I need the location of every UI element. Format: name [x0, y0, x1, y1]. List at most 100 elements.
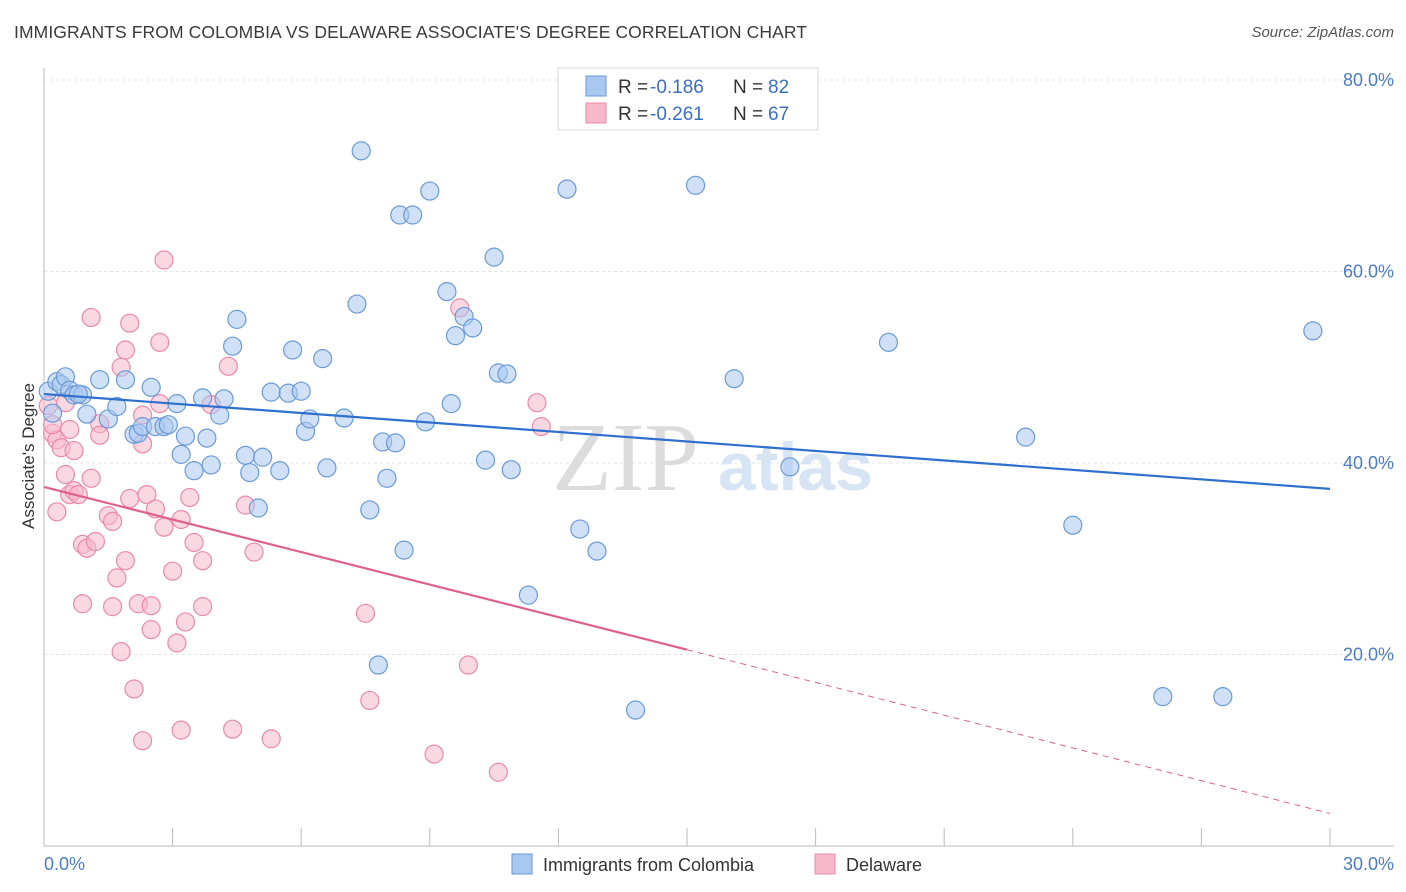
x-axis-ticks [43, 828, 1331, 846]
trend-line-colombia [43, 392, 1331, 490]
bottom-legend-swatch-colombia [511, 853, 533, 875]
colombia-point [1016, 427, 1036, 447]
colombia-point [235, 445, 256, 465]
delaware-point [132, 731, 153, 751]
colombia-point [261, 382, 281, 402]
delaware-point [102, 511, 123, 532]
delaware-point [261, 729, 281, 749]
colombia-point [360, 500, 380, 520]
chart-title: IMMIGRANTS FROM COLOMBIA VS DELAWARE ASS… [14, 22, 808, 42]
colombia-point [253, 447, 273, 467]
delaware-series [38, 250, 551, 782]
y-tick-label: 20.0% [1343, 645, 1394, 665]
colombia-point [518, 585, 538, 605]
y-tick-label: 80.0% [1343, 70, 1394, 90]
delaware-point [167, 633, 187, 653]
delaware-point [218, 356, 238, 376]
delaware-point [171, 720, 191, 740]
delaware-point [120, 488, 140, 509]
colombia-point [313, 349, 333, 369]
colombia-point [497, 364, 517, 384]
delaware-point [163, 561, 183, 581]
delaware-point [120, 313, 140, 333]
colombia-point [780, 457, 800, 477]
colombia-point [317, 458, 337, 478]
delaware-point [360, 690, 380, 711]
colombia-point [240, 462, 260, 483]
delaware-point [527, 393, 547, 413]
colombia-point [463, 318, 483, 338]
legend-n-label-delaware: N = [733, 104, 763, 125]
delaware-point [193, 597, 213, 617]
delaware-point [180, 487, 200, 508]
delaware-point [111, 642, 131, 662]
colombia-point [201, 455, 221, 475]
colombia-point [377, 468, 397, 488]
colombia-point [587, 541, 607, 561]
delaware-point [141, 596, 161, 616]
colombia-series [38, 141, 1323, 720]
colombia-point [385, 433, 406, 453]
colombia-point [724, 369, 744, 389]
delaware-point [223, 719, 243, 739]
colombia-point [484, 247, 504, 267]
colombia-point [351, 141, 371, 161]
delaware-point [72, 594, 93, 614]
delaware-point [150, 332, 170, 352]
delaware-point [47, 502, 67, 522]
trend-line-delaware-extrapolated [686, 649, 1331, 814]
delaware-point [244, 542, 264, 562]
colombia-point [625, 700, 646, 720]
x-tick-label-max: 30.0% [1343, 854, 1394, 874]
colombia-point [184, 461, 204, 481]
legend-n-value-delaware: 67 [768, 104, 789, 125]
delaware-point [424, 744, 444, 764]
colombia-point [291, 381, 311, 401]
legend-r-value-delaware: -0.261 [650, 104, 704, 125]
legend-swatch-delaware [585, 102, 607, 124]
legend-swatch-colombia [585, 75, 607, 97]
delaware-point [193, 551, 213, 571]
colombia-point [214, 389, 234, 409]
series-legend: Immigrants from Colombia Delaware [511, 853, 922, 875]
colombia-point [420, 181, 440, 201]
colombia-point [347, 294, 367, 314]
source-label: Source: ZipAtlas.com [1251, 24, 1394, 41]
delaware-point [81, 307, 101, 328]
delaware-point [154, 250, 174, 270]
delaware-point [124, 679, 144, 699]
delaware-point [55, 464, 76, 485]
legend-n-value-colombia: 82 [768, 77, 789, 98]
stats-legend: R = -0.186 N = 82 R = -0.261 N = 67 [557, 67, 819, 131]
delaware-point [107, 568, 127, 588]
y-axis-label: Associate's Degree [19, 383, 38, 529]
gridlines [44, 79, 1394, 655]
delaware-point [60, 419, 80, 440]
colombia-point [1213, 687, 1233, 707]
legend-r-value-colombia: -0.186 [650, 77, 704, 98]
colombia-point [197, 428, 217, 448]
delaware-point [64, 440, 84, 461]
delaware-point [458, 655, 478, 675]
bottom-legend-label-colombia: Immigrants from Colombia [543, 855, 755, 875]
delaware-point [115, 340, 136, 360]
trend-line-delaware [43, 485, 688, 651]
colombia-point [394, 540, 414, 560]
colombia-point [90, 370, 110, 390]
colombia-point [115, 370, 136, 390]
colombia-point [1153, 687, 1173, 707]
y-tick-label: 40.0% [1343, 453, 1394, 473]
colombia-point [227, 309, 247, 329]
colombia-point [334, 408, 354, 428]
colombia-point [283, 340, 303, 360]
colombia-point [437, 282, 457, 302]
colombia-point [403, 205, 423, 225]
bottom-legend-swatch-delaware [814, 853, 836, 875]
y-tick-labels: 20.0% 40.0% 60.0% 80.0% [1343, 70, 1394, 665]
colombia-point [270, 461, 290, 481]
colombia-point [570, 519, 590, 539]
colombia-point [171, 444, 191, 464]
colombia-point [193, 388, 213, 408]
delaware-point [85, 531, 106, 552]
